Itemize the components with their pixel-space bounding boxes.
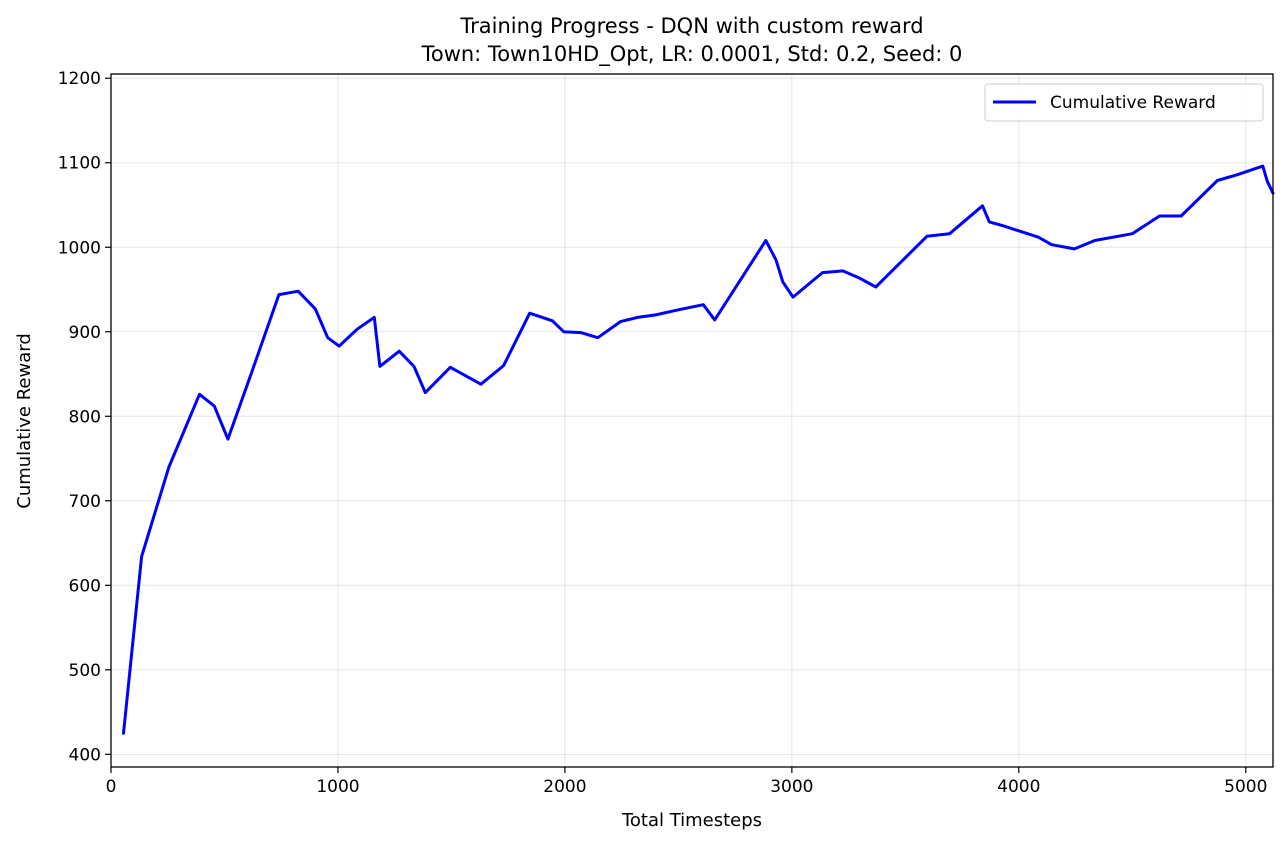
y-tick-label: 800 [69, 407, 101, 427]
plot-frame [110, 73, 1274, 768]
y-tick-label: 1100 [58, 154, 101, 174]
y-tick-label: 500 [69, 661, 101, 681]
y-tick-label: 1200 [58, 69, 101, 89]
series-lines [122, 164, 1275, 735]
axis-ticks: 0 1000 2000 3000 4000 5000 400 500 600 700 800 900 1… [58, 69, 1268, 797]
y-axis-label: Cumulative Reward [14, 333, 35, 509]
legend: Cumulative Reward [984, 83, 1264, 122]
legend-box [984, 83, 1264, 122]
chart-subtitle: Town: Town10HD_Opt, LR: 0.0001, Std: 0.2… [421, 42, 963, 67]
series-line-cumulative-reward [122, 164, 1275, 735]
y-tick-label: 600 [69, 576, 101, 596]
x-tick-label: 4000 [997, 777, 1040, 797]
chart-title: Training Progress - DQN with custom rewa… [459, 14, 923, 38]
x-tick-label: 1000 [316, 777, 359, 797]
y-tick-label: 400 [69, 745, 101, 765]
y-tick-label: 700 [69, 492, 101, 512]
x-tick-label: 2000 [543, 777, 586, 797]
x-tick-label: 0 [106, 777, 117, 797]
y-tick-label: 1000 [58, 238, 101, 258]
x-tick-label: 5000 [1224, 777, 1267, 797]
x-tick-label: 3000 [770, 777, 813, 797]
x-axis-label: Total Timesteps [621, 810, 762, 831]
y-tick-label: 900 [69, 323, 101, 343]
legend-label: Cumulative Reward [1050, 93, 1216, 113]
